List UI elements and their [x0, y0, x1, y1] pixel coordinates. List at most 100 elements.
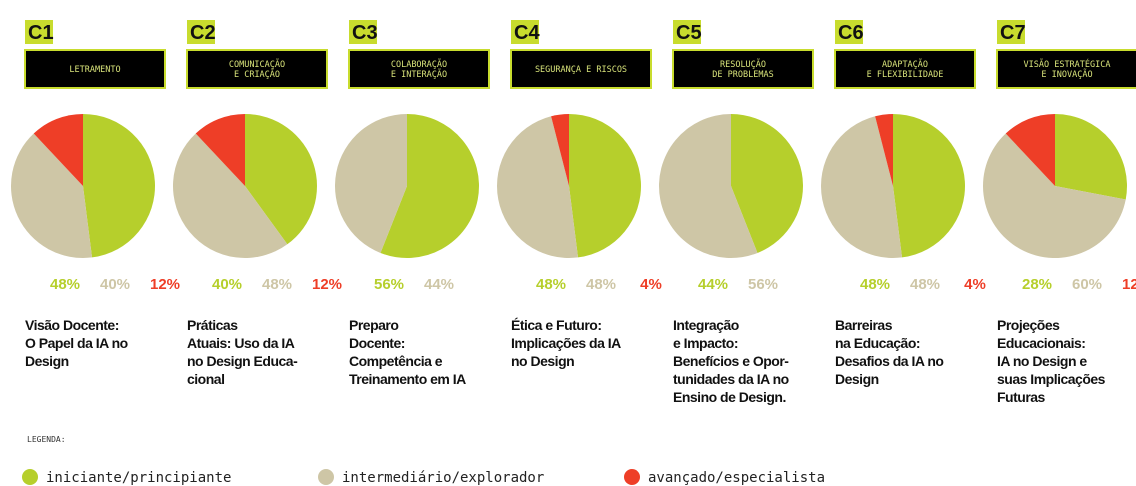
caption: Integração	[673, 317, 739, 333]
legend-label: avançado/especialista	[648, 470, 825, 486]
caption: Ensino de Design.	[673, 389, 786, 405]
value-label: 48%	[910, 276, 940, 293]
pie-slice	[893, 114, 966, 258]
caption: Implicações da IA	[511, 335, 621, 351]
chart-subtitle: SEGURANÇA E RISCOS	[535, 65, 627, 75]
caption: O Papel da IA no	[25, 335, 128, 351]
caption: suas Implicações	[997, 371, 1106, 387]
pie-slice	[569, 114, 641, 258]
caption: IA no Design e	[997, 353, 1087, 369]
chart-subtitle: ADAPTAÇÃO	[882, 59, 928, 70]
title-badge	[187, 20, 215, 44]
chart-title: C2	[190, 22, 216, 44]
value-label: 12%	[150, 276, 180, 293]
chart-subtitle: RESOLUÇÃO	[720, 59, 766, 70]
caption: na Educação:	[835, 335, 920, 351]
legend-swatch	[22, 469, 38, 485]
chart-subtitle: DE PROBLEMAS	[712, 70, 773, 80]
chart-title: C7	[1000, 22, 1026, 44]
caption: no Design	[511, 353, 574, 369]
chart-title: C5	[676, 22, 702, 44]
chart-subtitle: E INOVAÇÃO	[1041, 69, 1092, 80]
caption: Preparo	[349, 317, 398, 333]
caption: Educacionais:	[997, 335, 1085, 351]
legend-swatch	[318, 469, 334, 485]
caption: Atuais: Uso da IA	[187, 335, 295, 351]
caption: Benefícios e Opor-	[673, 353, 789, 369]
legend-title: LEGENDA:	[27, 435, 66, 444]
caption: Treinamento em IA	[349, 371, 466, 387]
caption: tunidades da IA no	[673, 371, 789, 387]
caption: Docente:	[349, 335, 405, 351]
title-badge	[511, 20, 539, 44]
value-label: 48%	[50, 276, 80, 293]
pie-slice	[172, 133, 288, 259]
caption: Visão Docente:	[25, 317, 119, 333]
chart-subtitle: E FLEXIBILIDADE	[867, 70, 944, 80]
chart-subtitle: COMUNICAÇÃO	[229, 59, 285, 70]
pie-slice	[245, 114, 318, 245]
title-badge	[25, 20, 53, 44]
pie-slice	[1005, 114, 1055, 186]
legend-label: iniciante/principiante	[46, 470, 231, 486]
value-label: 56%	[374, 276, 404, 293]
subtitle-box	[348, 49, 490, 89]
caption: Projeções	[997, 317, 1060, 333]
chart-subtitle: VISÃO ESTRATÉGICA	[1024, 58, 1111, 70]
subtitle-box	[510, 49, 652, 89]
title-badge	[673, 20, 701, 44]
legend-swatch	[624, 469, 640, 485]
caption: cional	[187, 371, 224, 387]
pie-slice	[10, 133, 93, 258]
caption: Desafios da IA no	[835, 353, 943, 369]
value-label: 48%	[262, 276, 292, 293]
caption: Práticas	[187, 317, 238, 333]
value-label: 44%	[698, 276, 728, 293]
value-label: 28%	[1022, 276, 1052, 293]
chart-title: C4	[514, 22, 540, 44]
pie-slice	[380, 114, 479, 258]
value-label: 4%	[964, 276, 986, 293]
pie-slice	[820, 116, 903, 259]
value-label: 12%	[1122, 276, 1136, 293]
value-label: 40%	[100, 276, 130, 293]
pie-slice	[875, 114, 893, 186]
caption: Futuras	[997, 389, 1046, 405]
caption: Design	[25, 353, 69, 369]
caption: no Design Educa-	[187, 353, 298, 369]
value-label: 48%	[860, 276, 890, 293]
pie-slice	[33, 114, 83, 186]
value-label: 60%	[1072, 276, 1102, 293]
caption: Competência e	[349, 353, 443, 369]
chart-title: C1	[28, 22, 54, 44]
chart-subtitle: LETRAMENTO	[69, 65, 120, 75]
caption: Design	[835, 371, 879, 387]
pie-slice	[658, 114, 758, 258]
value-label: 48%	[536, 276, 566, 293]
chart-title: C3	[352, 22, 378, 44]
pie-slice	[496, 116, 579, 259]
subtitle-box	[186, 49, 328, 89]
legend-label: intermediário/explorador	[342, 470, 544, 486]
caption: e Impacto:	[673, 335, 738, 351]
value-label: 40%	[212, 276, 242, 293]
subtitle-box	[672, 49, 814, 89]
pie-slice	[83, 114, 156, 258]
subtitle-box	[24, 49, 166, 89]
value-label: 12%	[312, 276, 342, 293]
subtitle-box	[996, 49, 1136, 89]
pie-slice	[983, 133, 1126, 258]
subtitle-box	[834, 49, 976, 89]
value-label: 48%	[586, 276, 616, 293]
title-badge	[835, 20, 863, 44]
chart-subtitle: E INTERAÇÃO	[391, 69, 447, 80]
caption: Barreiras	[835, 317, 893, 333]
value-label: 56%	[748, 276, 778, 293]
pie-slice	[334, 114, 407, 253]
chart-subtitle: COLABORAÇÃO	[391, 59, 447, 70]
pie-slice	[731, 114, 803, 253]
caption: Ética e Futuro:	[511, 317, 602, 333]
title-badge	[997, 20, 1025, 44]
chart-subtitle: E CRIAÇÃO	[234, 69, 280, 80]
